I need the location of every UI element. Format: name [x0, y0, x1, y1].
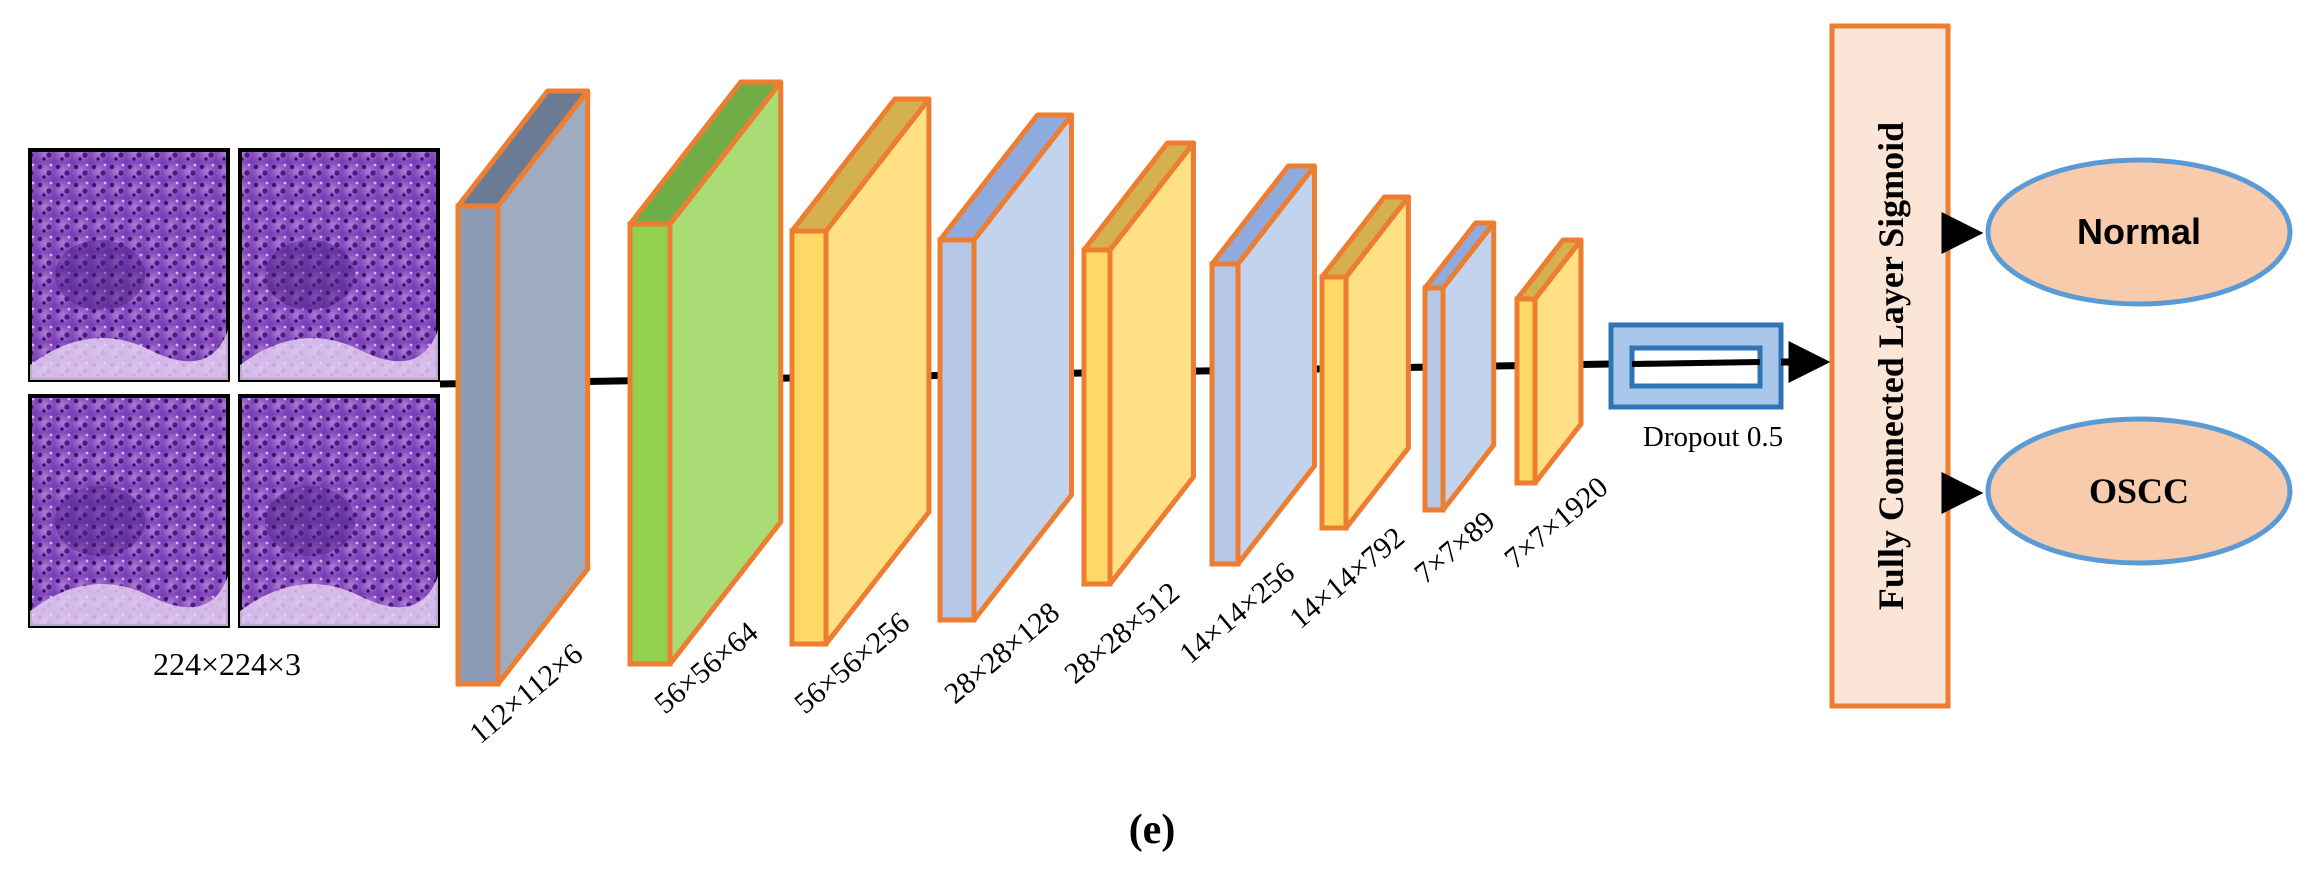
- output-normal-label: Normal: [2077, 211, 2201, 252]
- layer-size-label: 28×28×512: [1058, 576, 1186, 691]
- layer-block: 7×7×89: [1408, 220, 1501, 591]
- layer-front-face: [627, 221, 673, 667]
- layer-front-face: [1319, 274, 1349, 531]
- layer-block: 7×7×1920: [1498, 237, 1614, 575]
- layer-front-face: [1514, 296, 1538, 486]
- layer-size-label: 7×7×1920: [1498, 470, 1614, 575]
- layer-size-label: 14×14×256: [1173, 556, 1301, 671]
- dropout-label: Dropout 0.5: [1643, 421, 1783, 453]
- output-oscc-node: [1985, 416, 2293, 566]
- layer-front-face: [789, 228, 829, 647]
- layer-block: 112×112×6: [455, 88, 591, 750]
- layer-block: 56×56×64: [627, 79, 784, 720]
- layer-front-face: [1422, 285, 1446, 513]
- layer-block: 28×28×128: [937, 112, 1074, 710]
- layer-front-face: [455, 203, 501, 687]
- input-image-tile: [238, 394, 440, 628]
- feature-map-layers: 112×112×6 56×56×64 56×56×256 28×28×12828×28…: [455, 79, 1614, 750]
- output-oscc-label: OSCC: [2089, 471, 2189, 511]
- layer-size-label: 14×14×792: [1283, 521, 1411, 636]
- input-image-tile: [238, 148, 440, 382]
- input-size-label: 224×224×3: [153, 646, 301, 682]
- layer-front-face: [937, 237, 977, 623]
- layer-block: 56×56×256: [788, 96, 932, 720]
- input-images: [28, 148, 440, 628]
- layer-front-face: [1081, 247, 1113, 587]
- fc-layer-label: Fully Connected Layer Sigmoid: [1871, 122, 1911, 610]
- fully-connected-layer: [1829, 23, 1951, 709]
- dropout-block: [1608, 322, 1784, 410]
- figure-caption: (e): [1129, 807, 1176, 853]
- input-image-tile: [28, 148, 230, 382]
- layer-front-face: [1209, 261, 1241, 567]
- layer-size-label: 7×7×89: [1408, 505, 1501, 591]
- layer-block: 28×28×512: [1058, 140, 1196, 691]
- input-image-tile: [28, 394, 230, 628]
- output-normal-node: [1985, 157, 2293, 307]
